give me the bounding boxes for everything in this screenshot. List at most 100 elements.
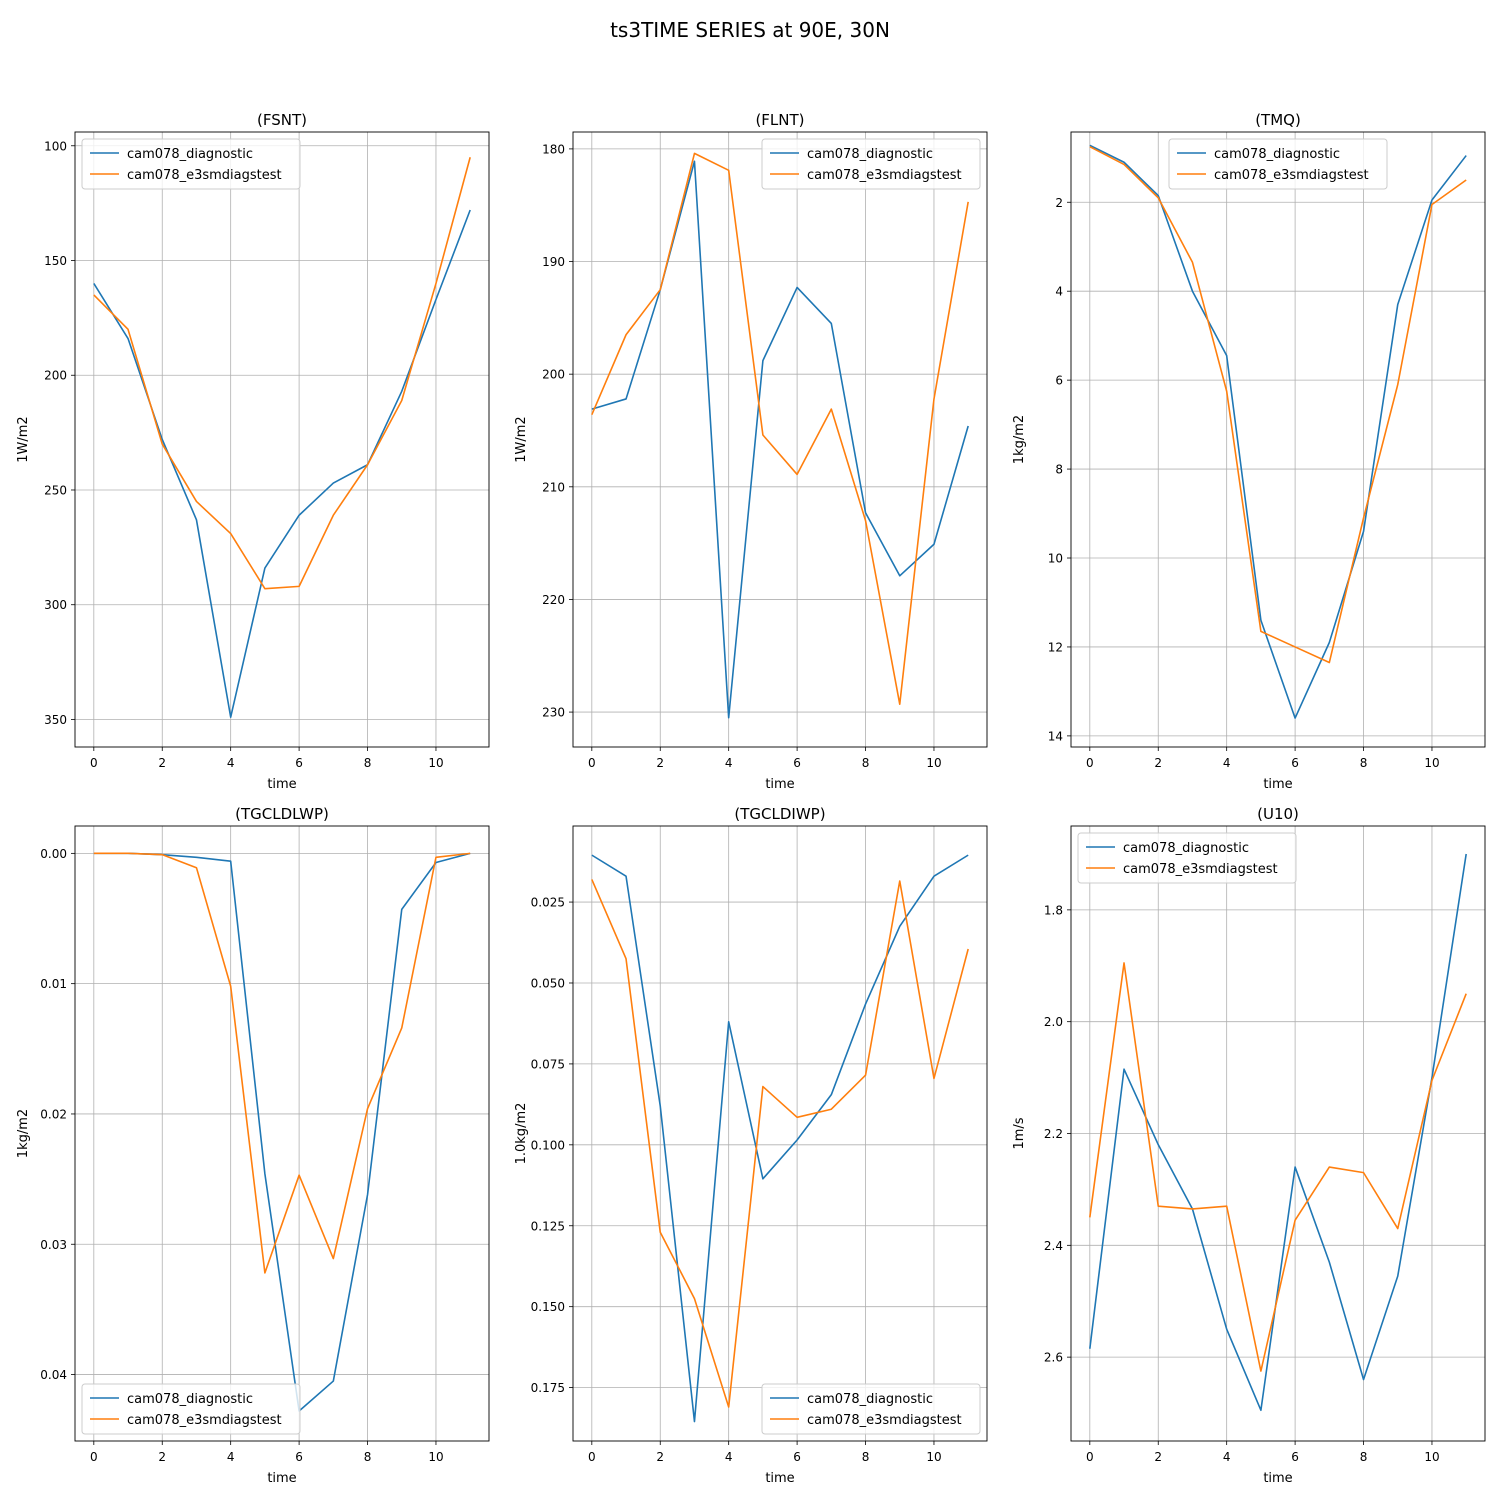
x-tick-label: 10 xyxy=(428,1450,443,1464)
x-tick-label: 0 xyxy=(1086,1450,1094,1464)
y-tick-label: 0.00 xyxy=(40,847,67,861)
legend: cam078_diagnostic cam078_e3smdiagstest xyxy=(761,138,981,190)
x-tick-label: 0 xyxy=(90,756,98,770)
legend-box xyxy=(81,138,301,190)
subplot-title: (FLNT) xyxy=(755,111,804,129)
y-tick-label: 2.2 xyxy=(1044,1127,1063,1141)
legend-box xyxy=(81,1383,301,1435)
x-tick-label: 4 xyxy=(725,756,733,770)
y-tick-label: 2 xyxy=(1055,196,1063,210)
x-tick-label: 6 xyxy=(1291,1450,1299,1464)
y-tick-label: 6 xyxy=(1055,374,1063,388)
y-tick-label: 10 xyxy=(1048,552,1063,566)
x-tick-label: 0 xyxy=(90,1450,98,1464)
legend-label: cam078_e3smdiagstest xyxy=(127,1413,282,1428)
series-line-cam078_e3smdiagstest xyxy=(93,157,471,590)
y-tick-label: 8 xyxy=(1055,463,1063,477)
x-tick-label: 0 xyxy=(588,1450,596,1464)
legend: cam078_diagnostic cam078_e3smdiagstest xyxy=(761,1383,981,1435)
x-tick-label: 2 xyxy=(1154,756,1162,770)
panels: 0 2 4 6 8 10100150200250300350(FSNT)time1W/m2… xyxy=(16,111,1486,1486)
subplot-title: (TGCLDIWP) xyxy=(734,805,825,823)
x-tick-label: 4 xyxy=(227,1450,235,1464)
x-tick-label: 2 xyxy=(656,1450,664,1464)
axes-frame xyxy=(74,825,490,1442)
y-axis-label: 1kg/m2 xyxy=(1012,415,1027,464)
figure-title: ts3TIME SERIES at 90E, 30N xyxy=(610,18,890,42)
legend-label: cam078_diagnostic xyxy=(127,147,253,162)
y-tick-label: 180 xyxy=(542,142,565,156)
y-tick-label: 2.4 xyxy=(1044,1239,1063,1253)
series-line-cam078_diagnostic xyxy=(591,160,969,719)
y-tick-label: 0.04 xyxy=(40,1368,67,1382)
y-tick-label: 1.8 xyxy=(1044,903,1063,917)
legend-label: cam078_diagnostic xyxy=(127,1392,253,1407)
legend-label: cam078_diagnostic xyxy=(1123,841,1249,856)
y-tick-label: 0.125 xyxy=(531,1219,565,1233)
subplot-1: 0 2 4 6 8 10 180 190 200 210 220 230 (FLNT) time 1W/m2… xyxy=(514,111,988,792)
y-tick-label: 300 xyxy=(44,598,67,612)
y-tick-label: 0.150 xyxy=(531,1300,565,1314)
x-tick-label: 4 xyxy=(227,756,235,770)
x-axis-label: time xyxy=(267,1471,296,1486)
y-tick-label: 0.01 xyxy=(40,977,67,991)
subplot-title: (FSNT) xyxy=(257,111,307,129)
y-tick-label: 210 xyxy=(542,480,565,494)
x-tick-label: 2 xyxy=(158,756,166,770)
y-tick-label: 12 xyxy=(1048,640,1063,654)
x-tick-label: 8 xyxy=(862,1450,870,1464)
x-tick-label: 6 xyxy=(295,1450,303,1464)
x-tick-label: 10 xyxy=(1424,756,1439,770)
y-tick-label: 0.075 xyxy=(531,1057,565,1071)
y-tick-label: 0.175 xyxy=(531,1381,565,1395)
legend-label: cam078_e3smdiagstest xyxy=(127,168,282,183)
subplot-3: 0 2 4 6 8 10 0.00 0.01 0.02 0.03 0.04 (TGCLDLWP) tim… xyxy=(16,805,490,1486)
y-tick-label: 230 xyxy=(542,706,565,720)
legend-label: cam078_e3smdiagstest xyxy=(1123,862,1278,877)
legend-box xyxy=(1168,138,1388,190)
x-axis-label: time xyxy=(1263,777,1292,792)
legend-box xyxy=(1077,832,1297,884)
subplot-2: 0 2 4 6 8 10 2 4 6 8 10 12 14 (TMQ) time 1kg/m2 cam078_d… xyxy=(1012,111,1486,792)
y-tick-label: 350 xyxy=(44,713,67,727)
x-tick-label: 4 xyxy=(1223,1450,1231,1464)
y-axis-label: 1.0kg/m2 xyxy=(514,1103,529,1165)
y-tick-label: 4 xyxy=(1055,285,1063,299)
subplot-5: 0 2 4 6 8 10 1.8 2.0 2.2 2.4 2.6 (U10) time 1m/s cam07… xyxy=(1012,805,1486,1486)
series-line-cam078_e3smdiagstest xyxy=(1089,962,1467,1372)
y-tick-label: 190 xyxy=(542,255,565,269)
series-line-cam078_diagnostic xyxy=(93,209,471,718)
series-line-cam078_e3smdiagstest xyxy=(1089,145,1467,664)
x-tick-label: 4 xyxy=(1223,756,1231,770)
x-tick-label: 6 xyxy=(793,756,801,770)
y-tick-label: 0.03 xyxy=(40,1238,67,1252)
y-tick-label: 220 xyxy=(542,593,565,607)
legend: cam078_diagnostic cam078_e3smdiagstest xyxy=(81,1383,301,1435)
x-tick-label: 0 xyxy=(588,756,596,770)
y-tick-label: 0.050 xyxy=(531,976,565,990)
x-tick-label: 10 xyxy=(428,756,443,770)
x-tick-label: 6 xyxy=(295,756,303,770)
series-line-cam078_diagnostic xyxy=(1089,144,1467,719)
y-tick-label: 200 xyxy=(542,368,565,382)
x-axis-label: time xyxy=(765,777,794,792)
legend-label: cam078_diagnostic xyxy=(807,147,933,162)
legend-label: cam078_diagnostic xyxy=(807,1392,933,1407)
axes-frame xyxy=(1070,131,1486,748)
y-axis-label: 1W/m2 xyxy=(514,416,529,462)
x-tick-label: 2 xyxy=(1154,1450,1162,1464)
y-tick-label: 150 xyxy=(44,254,67,268)
y-tick-label: 2.6 xyxy=(1044,1351,1063,1365)
legend: cam078_diagnostic cam078_e3smdiagstest xyxy=(1077,832,1297,884)
series-line-cam078_diagnostic xyxy=(93,852,471,1412)
x-axis-label: time xyxy=(267,777,296,792)
y-tick-label: 14 xyxy=(1048,729,1063,743)
subplot-title: (U10) xyxy=(1257,805,1299,823)
subplot-title: (TMQ) xyxy=(1255,111,1301,129)
x-tick-label: 10 xyxy=(926,1450,941,1464)
subplot-4: 0 2 4 6 8 10 0.025 0.050 0.075 0.100 0.125 0.150 0.1… xyxy=(514,805,988,1486)
x-tick-label: 8 xyxy=(364,756,372,770)
legend-label: cam078_e3smdiagstest xyxy=(807,168,962,183)
x-tick-label: 4 xyxy=(725,1450,733,1464)
x-tick-label: 10 xyxy=(1424,1450,1439,1464)
